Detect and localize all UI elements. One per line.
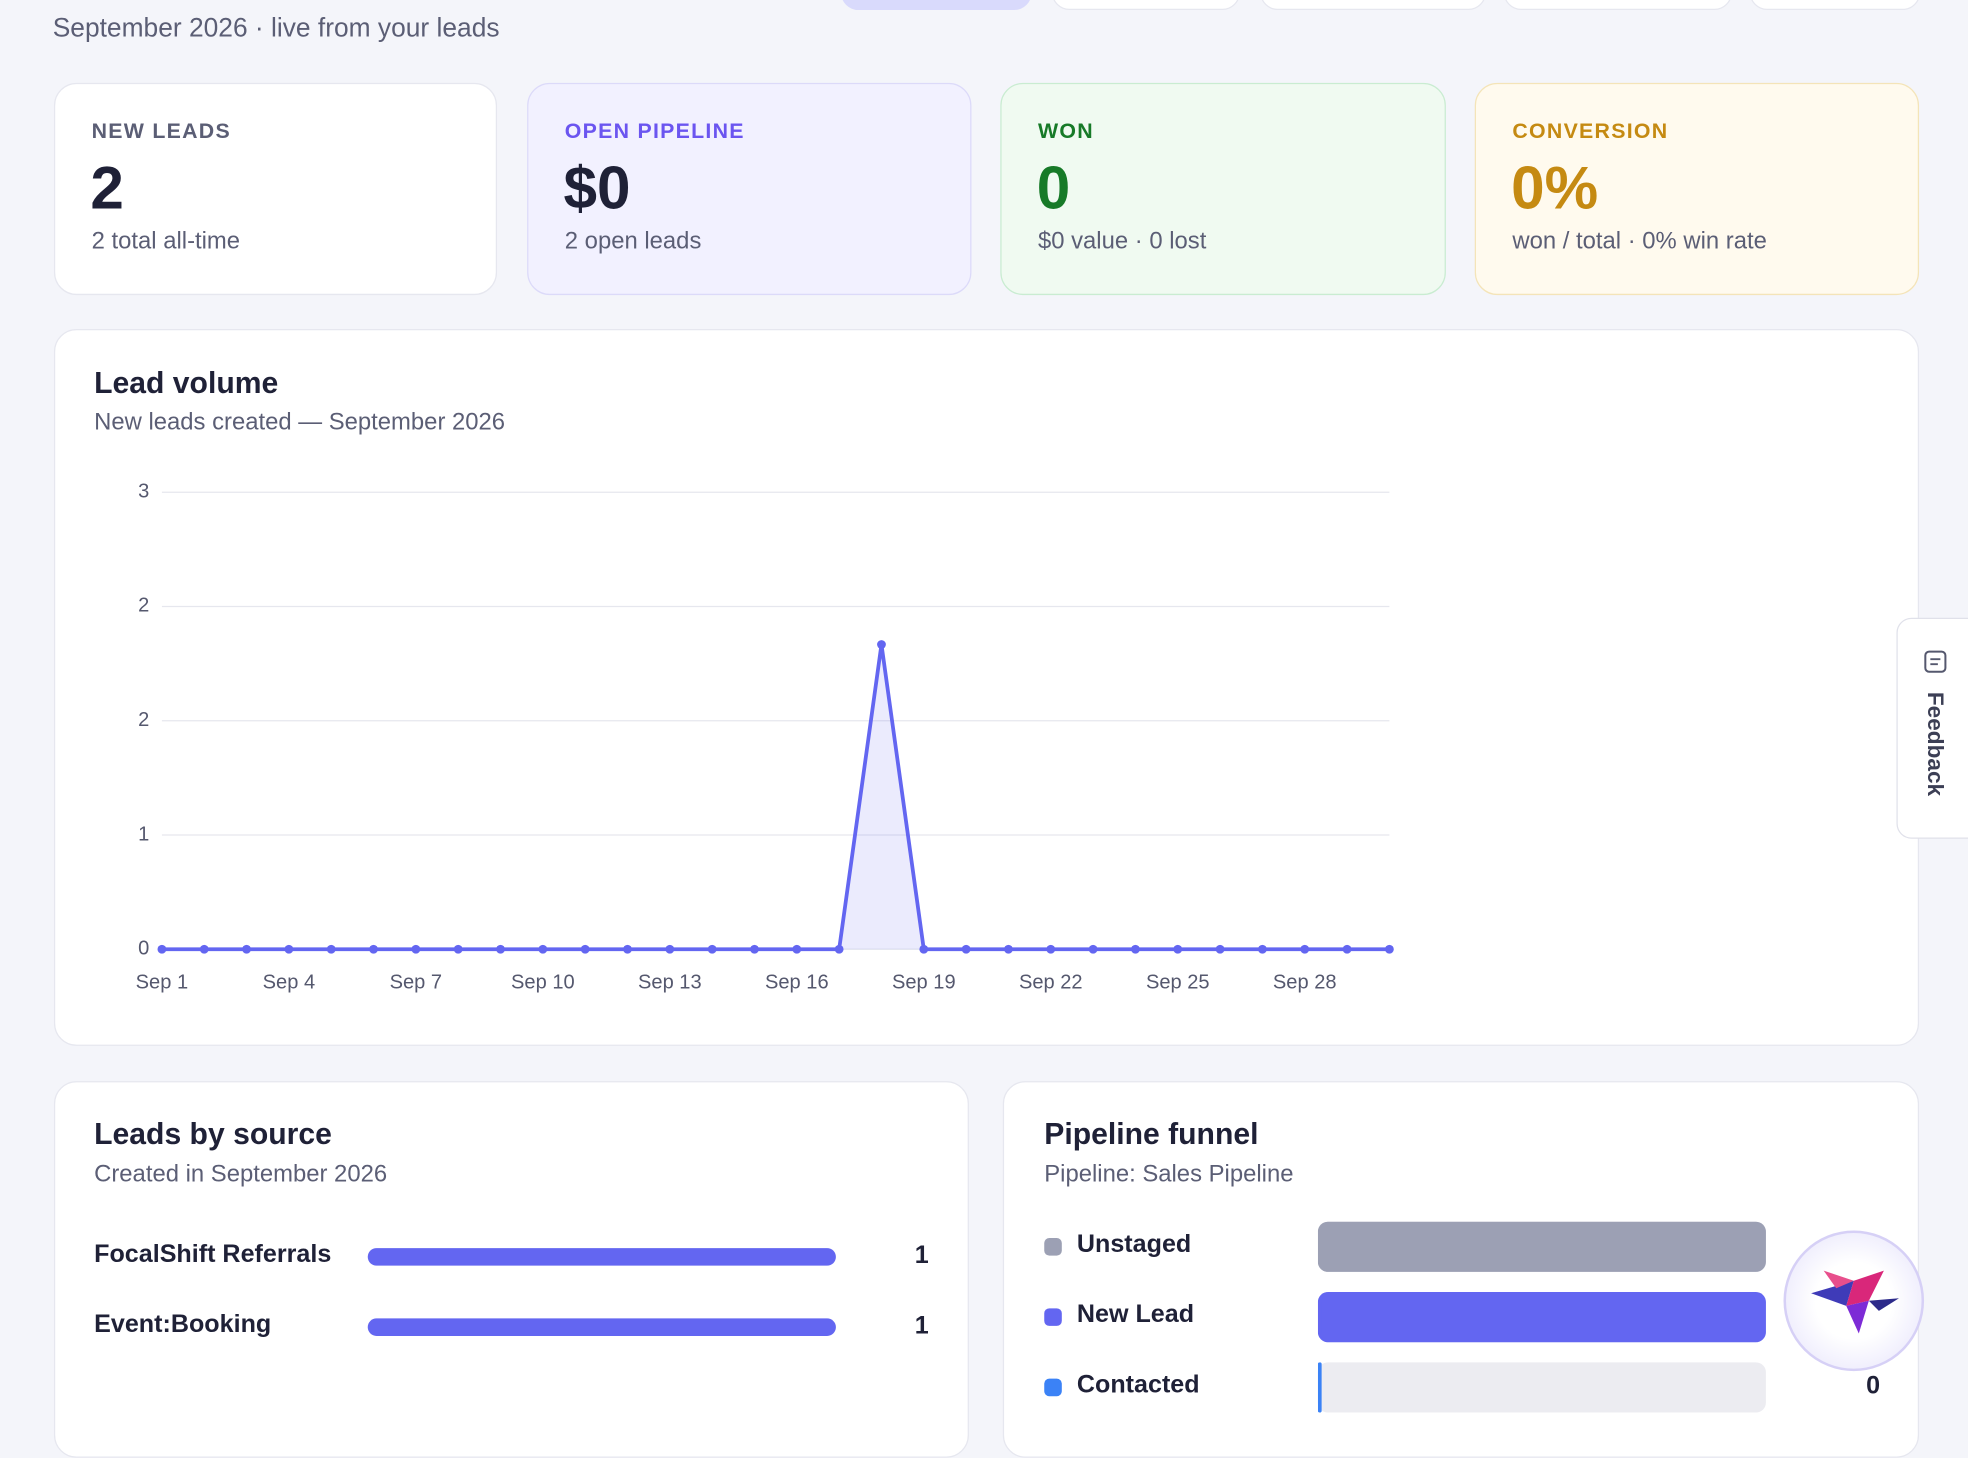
x-tick-label: Sep 4 <box>263 971 315 993</box>
point <box>157 944 167 954</box>
point <box>199 944 209 954</box>
stage-dot <box>1044 1378 1062 1397</box>
feedback-icon <box>1924 650 1947 673</box>
sources-subtitle: Created in September 2026 <box>94 1161 388 1188</box>
point <box>665 944 675 954</box>
funnel-subtitle: Pipeline: Sales Pipeline <box>1044 1161 1294 1188</box>
assistant-icon <box>1811 1270 1899 1334</box>
tab-active[interactable] <box>840 0 1032 11</box>
chart-title: Lead volume <box>94 366 279 401</box>
point <box>1131 944 1140 954</box>
stage-dot <box>1044 1308 1062 1326</box>
stat-note: won / total · 0% win rate <box>1512 228 1767 255</box>
stat-label: CONVERSION <box>1512 119 1669 144</box>
source-name: Event:Booking <box>94 1310 272 1339</box>
stage-name: New Lead <box>1076 1300 1195 1329</box>
point <box>877 640 886 649</box>
point <box>496 944 505 954</box>
assistant-button[interactable] <box>1783 1230 1925 1372</box>
source-value: 1 <box>914 1241 929 1270</box>
point <box>538 944 548 954</box>
chart-card: Lead volume New leads created — Septembe… <box>53 328 1920 1046</box>
stat-value: 0% <box>1511 155 1599 223</box>
source-bar <box>367 1248 836 1266</box>
point <box>834 944 844 954</box>
point <box>1046 944 1056 954</box>
point <box>750 944 759 954</box>
point <box>623 944 632 954</box>
stat-value: $0 <box>563 155 631 223</box>
feedback-label[interactable]: Feedback <box>1922 691 1948 797</box>
stat-card: NEW LEADS 2 2 total all-time <box>53 82 498 296</box>
y-tick-label: 2 <box>138 709 149 731</box>
point <box>1173 944 1183 954</box>
stage-name: Unstaged <box>1076 1230 1192 1259</box>
point <box>1215 944 1225 954</box>
y-tick-label: 3 <box>138 480 149 502</box>
point <box>1088 944 1098 954</box>
x-tick-label: Sep 25 <box>1146 971 1210 993</box>
sources-card: Leads by source Created in September 202… <box>53 1081 969 1458</box>
stage-name: Contacted <box>1076 1371 1200 1399</box>
stage-bar <box>1317 1362 1322 1413</box>
source-value: 1 <box>914 1312 929 1340</box>
point <box>961 944 971 954</box>
source-bar <box>367 1318 836 1336</box>
subtitle: September 2026 · live from your leads <box>52 13 500 43</box>
feedback-tab[interactable]: Feedback <box>1896 617 1968 839</box>
stage-bar <box>1317 1292 1766 1343</box>
point <box>326 944 336 954</box>
funnel-title: Pipeline funnel <box>1044 1117 1259 1152</box>
point <box>453 944 463 954</box>
lead-volume-chart: 0 1 2 2 3 Sep 1 Sep 4 Sep 7 Sep 10 Sep 13 Sep 16 Se… <box>136 480 1394 993</box>
stat-card: OPEN PIPELINE $0 2 open leads <box>527 82 972 296</box>
x-tick-label: Sep 22 <box>1019 971 1083 993</box>
stage-bar <box>1317 1221 1766 1272</box>
chart-subtitle: New leads created — September 2026 <box>94 409 506 436</box>
stat-label: NEW LEADS <box>91 119 231 144</box>
stat-label: WON <box>1037 119 1094 144</box>
x-tick-label: Sep 13 <box>638 971 702 993</box>
stage-dot <box>1044 1238 1062 1256</box>
point <box>242 944 251 954</box>
point <box>411 944 421 954</box>
source-name: FocalShift Referrals <box>94 1240 332 1269</box>
stat-label: OPEN PIPELINE <box>564 119 745 144</box>
y-tick-label: 2 <box>138 595 149 617</box>
stage-value: 0 <box>1866 1372 1881 1400</box>
point <box>1258 944 1267 954</box>
point <box>1385 944 1394 954</box>
point <box>369 944 378 954</box>
dashboard: September 2026 · live from your leads NE… <box>52 0 1968 1458</box>
point <box>580 944 590 954</box>
stat-card: WON 0 $0 value · 0 lost <box>1000 82 1446 296</box>
point <box>284 944 294 954</box>
x-tick-label: Sep 10 <box>511 971 575 993</box>
stat-note: 2 total all-time <box>91 228 241 255</box>
point <box>919 944 929 954</box>
point <box>1004 944 1013 954</box>
x-tick-label: Sep 19 <box>892 971 956 993</box>
point <box>1300 944 1310 954</box>
area <box>161 644 1390 950</box>
stat-card: CONVERSION 0% won / total · 0% win rate <box>1474 82 1920 296</box>
y-tick-label: 0 <box>138 938 149 960</box>
stat-value: 0 <box>1036 155 1071 223</box>
x-tick-label: Sep 7 <box>390 971 442 993</box>
x-tick-label: Sep 16 <box>765 971 829 993</box>
sources-title: Leads by source <box>94 1117 332 1152</box>
line <box>161 642 1390 952</box>
point <box>707 944 717 954</box>
page: September 2026 · live from your leads NE… <box>52 0 1968 1458</box>
x-tick-label: Sep 1 <box>136 971 188 993</box>
stat-note: 2 open leads <box>564 228 702 255</box>
stat-note: $0 value · 0 lost <box>1037 228 1207 255</box>
point <box>1342 944 1352 954</box>
stat-value: 2 <box>90 155 124 223</box>
y-tick-label: 1 <box>138 823 149 845</box>
x-tick-label: Sep 28 <box>1273 971 1337 993</box>
point <box>792 944 802 954</box>
